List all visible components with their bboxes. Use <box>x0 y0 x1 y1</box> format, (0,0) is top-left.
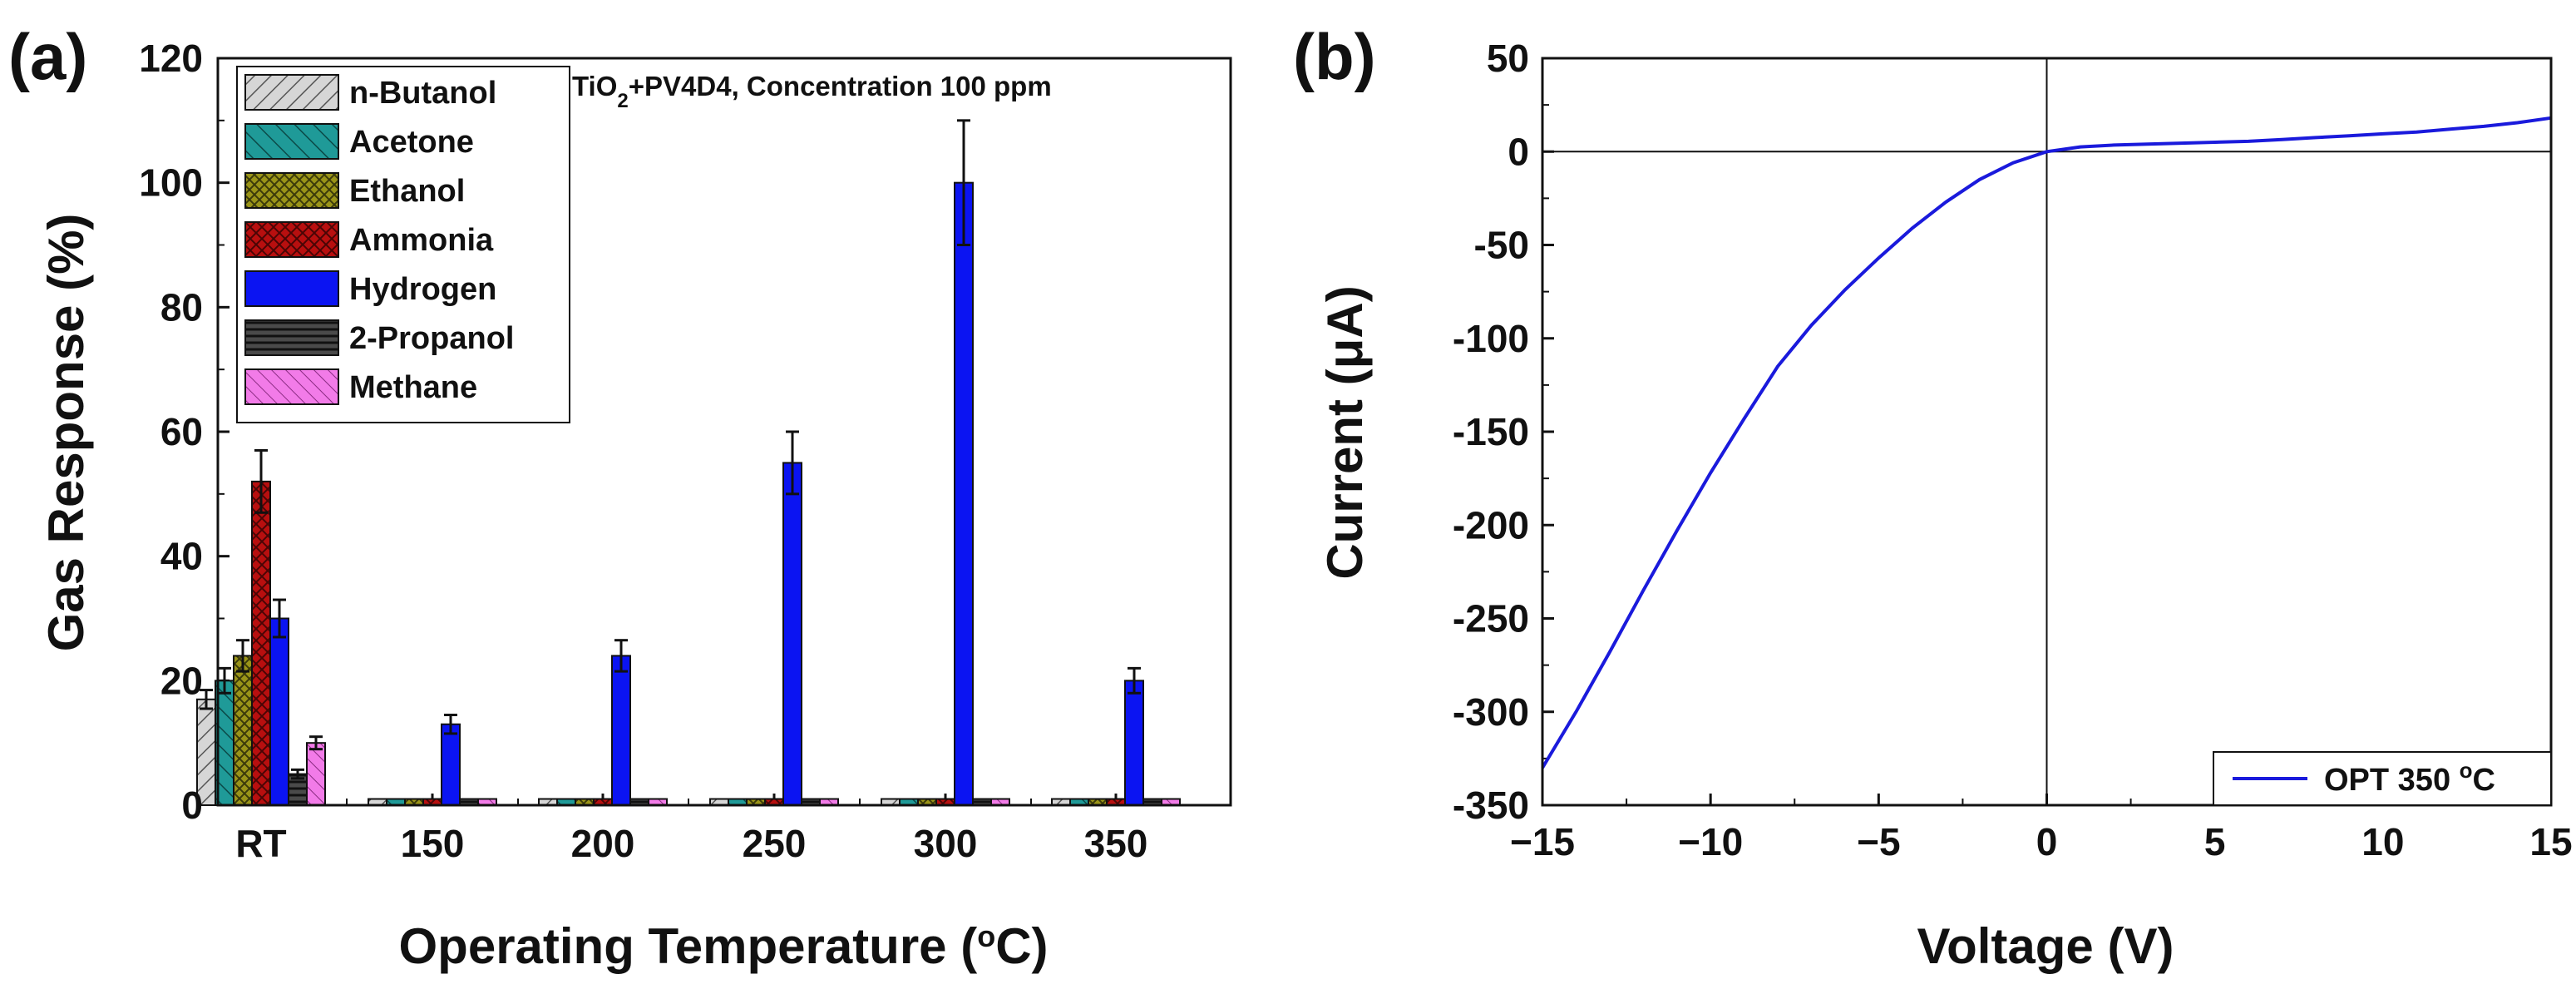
a-y-tick-label: 40 <box>160 535 203 578</box>
legend-label-n-butanol: n-Butanol <box>349 76 496 111</box>
bar-hydrogen-150 <box>441 723 461 807</box>
b-y-tick-label: -250 <box>1453 597 1529 640</box>
a-y-tick-label: 20 <box>160 659 203 702</box>
b-y-tick-label: -350 <box>1453 784 1529 827</box>
b-plot-frame <box>1541 57 2553 807</box>
a-x-tick-label: 250 <box>743 822 807 865</box>
b-x-axis-title: Voltage (V) <box>1917 918 2174 974</box>
b-y-tick-label: -50 <box>1474 224 1529 267</box>
bar-chart-gas-response: 0 20 40 60 80 100 120 RT 150 200 250 300 350 Gas Re… <box>38 37 1232 974</box>
a-x-axis-title: Operating Temperature (oC) <box>399 918 1049 974</box>
line-chart-iv-curve: 50 0 -50 -100 -150 -200 -250 -300 -350 −15 −10 −5 0… <box>1317 37 2573 974</box>
bar-hydrogen-300 <box>954 181 974 806</box>
bar-hydrogen-250 <box>782 462 802 807</box>
a-x-tick-label: 300 <box>914 822 978 865</box>
b-y-tick-label: -300 <box>1453 690 1529 734</box>
b-x-tick-label: 5 <box>2204 820 2226 863</box>
panel-a-label: (a) <box>8 20 87 93</box>
legend-swatch-acetone <box>244 123 339 160</box>
a-y-tick-label: 100 <box>139 161 203 205</box>
a-y-tick-label: 60 <box>160 410 203 453</box>
a-legend: n-Butanol Acetone Ethanol Ammonia Hydrogen 2-… <box>236 66 570 423</box>
legend-label-2-propanol: 2-Propanol <box>349 321 514 356</box>
bar-hydrogen-350 <box>1124 680 1144 806</box>
b-x-tick-label: 10 <box>2361 820 2404 863</box>
a-x-tick-label: 150 <box>401 822 465 865</box>
b-legend-sup: o <box>2460 758 2473 783</box>
b-legend-suffix: C <box>2473 763 2495 798</box>
a-y-tick-label: 120 <box>139 37 203 80</box>
bar-ethanol-rt <box>233 655 253 807</box>
b-y-tick-labels: 50 0 -50 -100 -150 -200 -250 -300 -350 <box>1453 37 1529 827</box>
a-y-tick-labels: 0 20 40 60 80 100 120 <box>139 37 203 827</box>
legend-label-hydrogen: Hydrogen <box>349 272 496 307</box>
b-x-tick-label: 0 <box>2036 820 2058 863</box>
legend-label-ammonia: Ammonia <box>349 223 494 258</box>
legend-swatch-n-butanol <box>244 74 339 111</box>
legend-swatch-ammonia <box>244 221 339 258</box>
a-x-tick-label: RT <box>235 822 286 865</box>
a-x-title-suffix: C) <box>995 918 1048 974</box>
iv-curve-line <box>1541 116 2552 769</box>
bar-hydrogen-200 <box>611 655 631 807</box>
b-y-tick-label: -150 <box>1453 410 1529 453</box>
b-y-tick-label: 0 <box>1508 130 1529 173</box>
b-legend: OPT 350 oC <box>2213 751 2552 806</box>
b-y-tick-label: -200 <box>1453 503 1529 546</box>
legend-label-ethanol: Ethanol <box>349 174 465 209</box>
a-x-title-sup: o <box>977 919 995 953</box>
panel-b-label: (b) <box>1293 20 1376 93</box>
a-plot-frame <box>216 57 1232 807</box>
b-legend-prefix: OPT 350 <box>2324 763 2460 798</box>
b-y-axis-title: Current (μA) <box>1317 285 1373 579</box>
b-y-tick-label: -100 <box>1453 317 1529 360</box>
a-x-title-prefix: Operating Temperature ( <box>399 918 978 974</box>
a-x-tick-labels: RT 150 200 250 300 350 <box>235 822 1147 865</box>
annotation-prefix: TiO <box>572 71 617 101</box>
annotation-suffix: +PV4D4, Concentration 100 ppm <box>629 71 1052 101</box>
bar-methane-rt <box>306 742 326 807</box>
legend-label-acetone: Acetone <box>349 125 474 160</box>
b-x-tick-label: −15 <box>1510 820 1575 863</box>
legend-swatch-2-propanol <box>244 319 339 356</box>
legend-swatch-hydrogen <box>244 270 339 307</box>
bar-hydrogen-rt <box>269 617 289 806</box>
a-error-bars <box>200 119 1141 780</box>
b-x-tick-label: −5 <box>1857 820 1900 863</box>
a-x-tick-label: 350 <box>1084 822 1148 865</box>
legend-label-methane: Methane <box>349 370 477 405</box>
legend-swatch-methane <box>244 368 339 405</box>
a-x-tick-label: 200 <box>571 822 635 865</box>
legend-swatch-ethanol <box>244 172 339 209</box>
a-y-tick-label: 80 <box>160 285 203 329</box>
bar-ammonia-rt <box>251 480 271 806</box>
a-annotation: TiO2+PV4D4, Concentration 100 ppm <box>572 71 1052 112</box>
b-x-tick-label: −10 <box>1678 820 1743 863</box>
a-y-axis-title: Gas Response (%) <box>38 214 94 652</box>
b-y-tick-label: 50 <box>1487 37 1529 80</box>
a-y-tick-label: 0 <box>181 784 203 827</box>
b-legend-label: OPT 350 oC <box>2324 758 2495 798</box>
b-x-tick-labels: −15 −10 −5 0 5 10 15 <box>1510 820 2573 863</box>
b-x-tick-label: 15 <box>2529 820 2572 863</box>
annotation-sub: 2 <box>617 90 628 112</box>
